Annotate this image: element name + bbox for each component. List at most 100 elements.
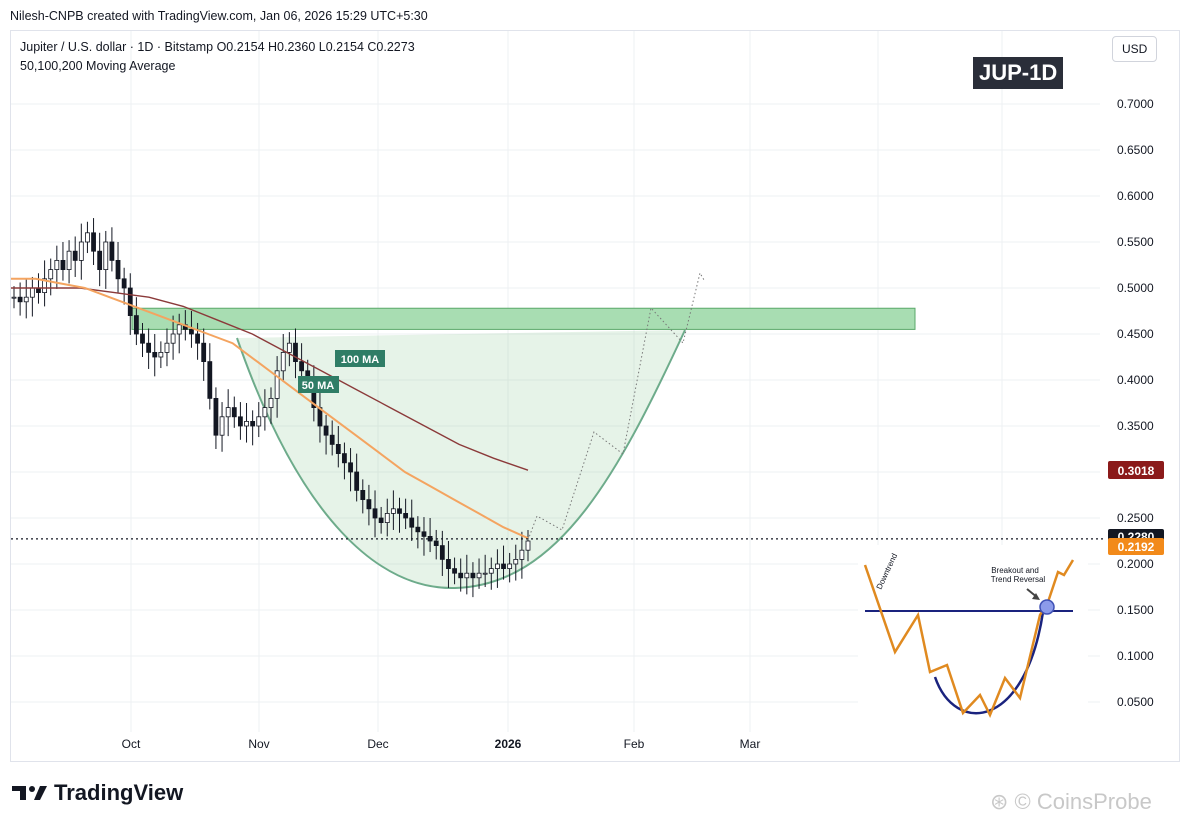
- tradingview-brand[interactable]: TradingView: [12, 780, 183, 806]
- y-tick-label: 0.1000: [1117, 649, 1154, 663]
- candle-body: [507, 563, 513, 569]
- y-tick-label: 0.6000: [1117, 189, 1154, 203]
- candle-body: [133, 315, 139, 335]
- x-tick-label: Feb: [624, 737, 645, 751]
- candle-body: [213, 397, 219, 436]
- ticker-badge: JUP-1D: [973, 57, 1064, 89]
- ma100-badge: 100 MA: [335, 350, 385, 367]
- x-tick-label: 2026: [495, 737, 522, 751]
- candle-body: [488, 568, 494, 574]
- candle-body: [421, 531, 427, 537]
- currency-button[interactable]: USD: [1112, 36, 1158, 62]
- candle-body: [470, 572, 476, 579]
- ma50-label: 50 MA: [302, 380, 334, 392]
- candle-body: [299, 361, 304, 372]
- candle-body: [439, 545, 445, 560]
- candle-body: [280, 351, 286, 372]
- candle-body: [464, 572, 470, 579]
- inset-arrow-head: [1032, 593, 1040, 600]
- watermark: ⊛ © CoinsProbe: [990, 789, 1152, 815]
- candle-body: [244, 420, 249, 427]
- candle-body: [372, 508, 378, 519]
- candle-body: [97, 250, 103, 270]
- candle-body: [78, 241, 84, 261]
- candle-body: [121, 278, 127, 289]
- x-tick-label: Oct: [122, 737, 141, 751]
- candle-body: [458, 572, 464, 579]
- ma100-label: 100 MA: [341, 354, 380, 366]
- candle-body: [390, 508, 396, 514]
- candle-body: [127, 287, 133, 317]
- candle-body: [152, 351, 158, 358]
- ma-price-tag: 0.3018: [1108, 461, 1164, 479]
- candle-body: [446, 559, 451, 570]
- inset-cup: [933, 611, 1045, 715]
- current-price-tag: 0.2192: [1108, 538, 1164, 555]
- y-tick-label: 0.7000: [1117, 97, 1154, 111]
- candle-body: [452, 568, 457, 574]
- candle-body: [42, 278, 47, 293]
- candle-body: [146, 342, 152, 353]
- y-tick-label: 0.5000: [1117, 281, 1154, 295]
- candle-body: [11, 296, 17, 299]
- candle-body: [195, 333, 200, 344]
- candle-body: [66, 250, 72, 270]
- candle-body: [60, 259, 66, 270]
- candle-body: [476, 572, 482, 579]
- candle-body: [103, 241, 109, 271]
- candle-body: [238, 416, 243, 427]
- candle-body: [415, 526, 421, 533]
- candle-body: [256, 416, 262, 427]
- candle-body: [268, 397, 274, 408]
- inset-breakout-marker: [1039, 599, 1055, 615]
- candle-body: [29, 287, 35, 298]
- candle-body: [433, 540, 439, 546]
- candle-body: [403, 513, 409, 519]
- watermark-text: CoinsProbe: [1036, 789, 1152, 814]
- symbol-info: Jupiter / U.S. dollar · 1D · Bitstamp O0…: [20, 40, 415, 54]
- y-tick-label: 0.4500: [1117, 327, 1154, 341]
- candle-body: [250, 420, 256, 427]
- y-tick-label: 0.2500: [1117, 511, 1154, 525]
- candle-body: [360, 489, 366, 500]
- candle-body: [329, 434, 335, 445]
- watermark-icon: ⊛ ©: [990, 789, 1037, 814]
- candle-body: [17, 296, 23, 303]
- y-tick-label: 0.5500: [1117, 235, 1154, 249]
- candle-body: [140, 333, 145, 344]
- candle-body: [23, 296, 29, 303]
- candle-body: [274, 370, 280, 399]
- y-tick-label: 0.2000: [1117, 557, 1154, 571]
- candle-body: [482, 572, 488, 575]
- current-price-value: 0.2192: [1118, 540, 1155, 554]
- candle-body: [366, 499, 372, 510]
- candle-body: [348, 462, 353, 473]
- candle-body: [219, 416, 225, 436]
- candle-body: [409, 517, 415, 528]
- candle-body: [335, 443, 341, 454]
- y-tick-label: 0.4000: [1117, 373, 1154, 387]
- y-tick-label: 0.1500: [1117, 603, 1154, 617]
- candle-body: [207, 361, 213, 399]
- chart-area[interactable]: [10, 30, 1180, 762]
- candle-body: [115, 259, 121, 280]
- inset-breakout-label-2: Trend Reversal: [991, 575, 1046, 584]
- candle-body: [225, 407, 231, 418]
- candle-body: [164, 342, 170, 353]
- x-tick-label: Dec: [367, 737, 388, 751]
- candle-body: [189, 328, 194, 335]
- candle-body: [170, 333, 176, 344]
- candle-body: [397, 508, 402, 514]
- candle-body: [354, 471, 360, 491]
- candle-body: [85, 232, 90, 243]
- resistance-zone: [131, 307, 916, 330]
- candle-body: [201, 342, 207, 363]
- inset-diagram: Downtrend Breakout and Trend Reversal: [858, 545, 1088, 755]
- candle-body: [384, 513, 390, 524]
- candle-body: [495, 563, 500, 569]
- y-tick-label: 0.0500: [1117, 695, 1154, 709]
- candle-body: [525, 540, 531, 551]
- candle-body: [176, 324, 182, 335]
- inset-price-path: [863, 559, 1075, 719]
- ma-price-value: 0.3018: [1118, 464, 1155, 478]
